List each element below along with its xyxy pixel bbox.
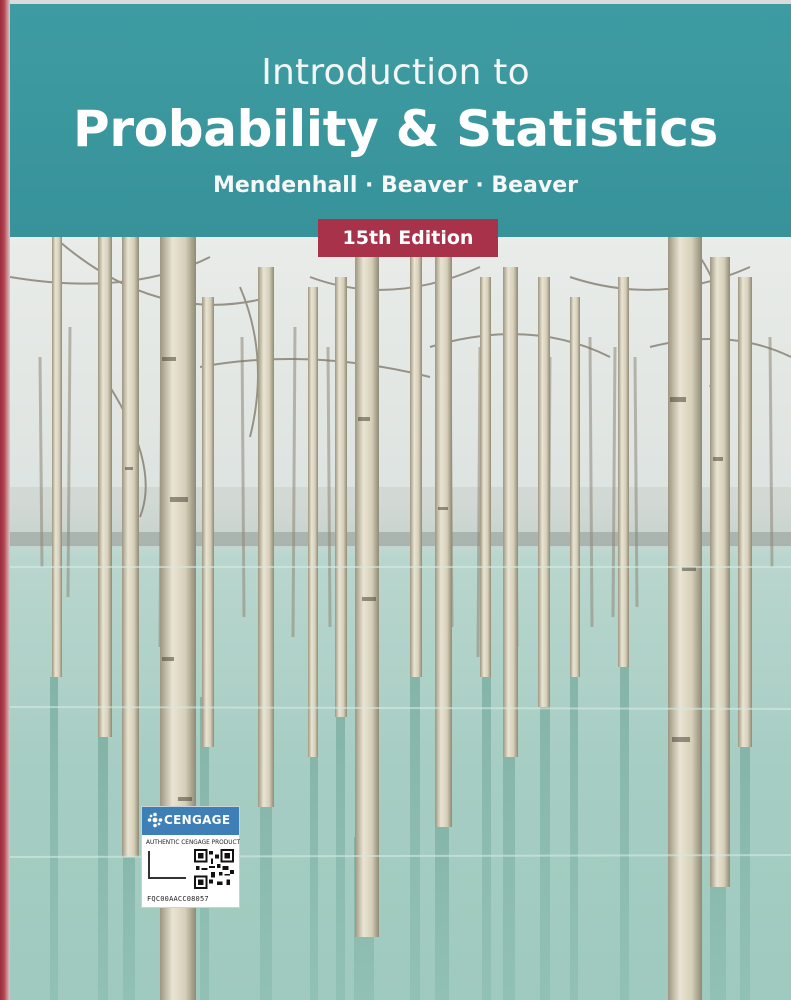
sticker-brand: CENGAGE (164, 813, 231, 827)
bark-marks (125, 357, 723, 801)
water-shimmer (10, 566, 791, 858)
sticker-serial-code: FQC00AACC08057 (147, 895, 209, 903)
sticker-header: CENGAGE (142, 807, 239, 835)
cover-photo-flooded-birch-forest (10, 237, 791, 1000)
edition-badge: 15th Edition (318, 219, 498, 257)
book-subtitle: Introduction to (261, 52, 530, 93)
sticker-bracket (148, 851, 186, 879)
cengage-logo-icon (147, 812, 163, 828)
qr-code-icon (194, 849, 234, 889)
foreground-trunks (52, 237, 752, 1000)
top-edge (0, 0, 791, 4)
authenticity-sticker: CENGAGE AUTHENTIC CENGAGE PRODUCT FQC00A… (141, 806, 240, 908)
title-banner (10, 4, 791, 237)
book-title: Probability & Statistics (73, 100, 718, 158)
book-authors: Mendenhall · Beaver · Beaver (212, 173, 579, 198)
spine-edge (0, 0, 10, 1000)
sticker-authentic-label: AUTHENTIC CENGAGE PRODUCT (146, 840, 241, 846)
